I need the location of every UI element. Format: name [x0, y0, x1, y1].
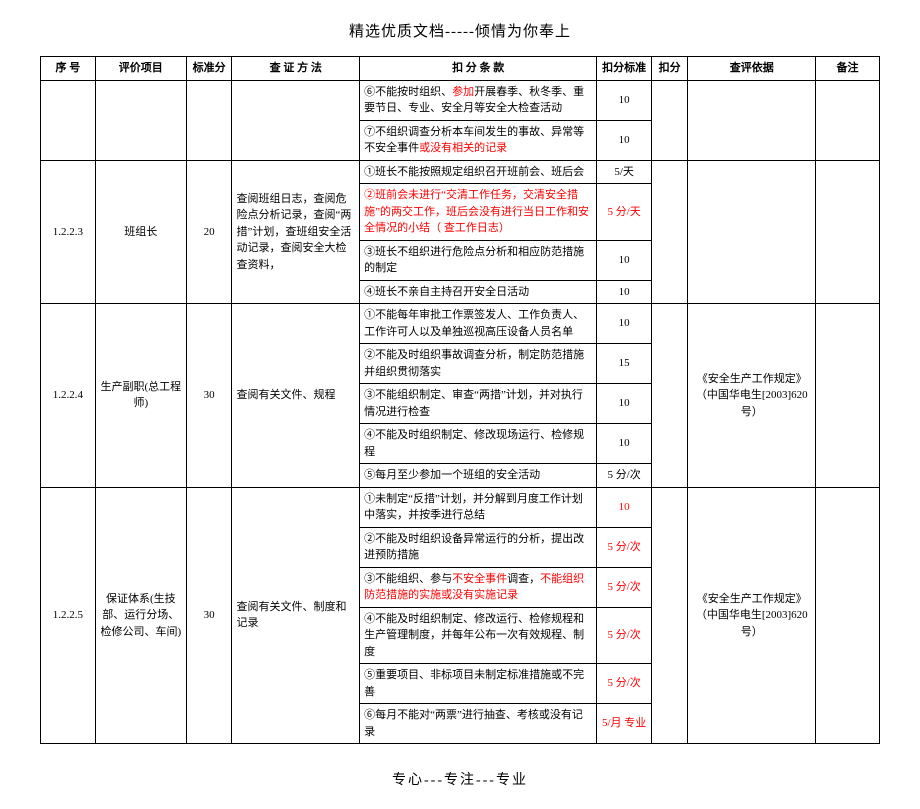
cell-kfstd: 5/天 [597, 160, 652, 184]
table-header-row: 序 号 评价项目 标准分 查 证 方 法 扣 分 条 款 扣分标准 扣分 查评依… [41, 57, 880, 81]
cell-kfstd: 10 [597, 240, 652, 280]
col-method: 查 证 方 法 [232, 57, 360, 81]
cell-method: 查阅有关文件、制度和记录 [232, 487, 360, 744]
cell-clause: ③不能组织制定、审查“两措”计划，并对执行情况进行检查 [360, 384, 597, 424]
cell-kfstd: 10 [597, 80, 652, 120]
evaluation-table: 序 号 评价项目 标准分 查 证 方 法 扣 分 条 款 扣分标准 扣分 查评依… [40, 56, 880, 744]
cell-clause: ②不能及时组织事故调查分析，制定防范措施并组织贯彻落实 [360, 344, 597, 384]
cell-kfstd: 5 分/天 [597, 184, 652, 241]
cell-kfstd: 10 [597, 424, 652, 464]
cell-clause: ⑥每月不能对“两票”进行抽查、考核或没有记录 [360, 704, 597, 744]
cell-clause: ⑦不组织调查分析本车间发生的事故、异常等不安全事件或没有相关的记录 [360, 120, 597, 160]
col-std: 标准分 [186, 57, 232, 81]
cell-basis: 《安全生产工作规定》（中国华电生[2003]620 号） [688, 304, 816, 488]
cell-kfstd: 15 [597, 344, 652, 384]
page-footer: 专心---专注---专业 [40, 769, 880, 789]
cell-std [186, 80, 232, 160]
cell-kfstd: 5 分/次 [597, 664, 652, 704]
cell-std: 30 [186, 304, 232, 488]
cell-clause: ③不能组织、参与不安全事件调查，不能组织防范措施的实施或没有实施记录 [360, 567, 597, 607]
cell-clause: ④班长不亲自主持召开安全日活动 [360, 280, 597, 304]
cell-item [95, 80, 186, 160]
cell-kf [651, 160, 687, 304]
cell-kfstd: 5 分/次 [597, 567, 652, 607]
cell-clause: ②不能及时组织设备异常运行的分析，提出改进预防措施 [360, 527, 597, 567]
cell-clause: ④不能及时组织制定、修改现场运行、检修规程 [360, 424, 597, 464]
cell-method [232, 80, 360, 160]
cell-clause: ⑥不能按时组织、参加开展春季、秋冬季、重要节日、专业、安全月等安全大检查活动 [360, 80, 597, 120]
cell-seq [41, 80, 96, 160]
page-header: 精选优质文档-----倾情为你奉上 [40, 20, 880, 41]
cell-note [816, 304, 880, 488]
cell-kfstd: 10 [597, 304, 652, 344]
col-basis: 查评依据 [688, 57, 816, 81]
cell-basis [688, 80, 816, 160]
cell-seq: 1.2.2.5 [41, 487, 96, 744]
cell-clause: ③班长不组织进行危险点分析和相应防范措施的制定 [360, 240, 597, 280]
cell-kfstd: 5/月 专业 [597, 704, 652, 744]
cell-clause: ②班前会未进行“交清工作任务，交清安全措施”的两交工作，班后会没有进行当日工作和… [360, 184, 597, 241]
cell-seq: 1.2.2.3 [41, 160, 96, 304]
cell-kfstd: 5 分/次 [597, 607, 652, 664]
col-kf: 扣分 [651, 57, 687, 81]
cell-method: 查阅班组日志，查阅危险点分析记录，查阅“两措”计划，查班组安全活动记录，查阅安全… [232, 160, 360, 304]
cell-note [816, 487, 880, 744]
cell-clause: ④不能及时组织制定、修改运行、检修规程和生产管理制度，并每年公布一次有效规程、制… [360, 607, 597, 664]
cell-kf [651, 304, 687, 488]
col-clause: 扣 分 条 款 [360, 57, 597, 81]
cell-seq: 1.2.2.4 [41, 304, 96, 488]
table-row: ⑥不能按时组织、参加开展春季、秋冬季、重要节日、专业、安全月等安全大检查活动10 [41, 80, 880, 120]
col-seq: 序 号 [41, 57, 96, 81]
cell-kfstd: 10 [597, 384, 652, 424]
cell-note [816, 80, 880, 160]
table-row: 1.2.2.5保证体系(生技部、运行分场、检修公司、车间)30查阅有关文件、制度… [41, 487, 880, 527]
cell-method: 查阅有关文件、规程 [232, 304, 360, 488]
cell-clause: ①班长不能按照规定组织召开班前会、班后会 [360, 160, 597, 184]
cell-kf [651, 80, 687, 160]
cell-std: 20 [186, 160, 232, 304]
cell-item: 保证体系(生技部、运行分场、检修公司、车间) [95, 487, 186, 744]
cell-kfstd: 10 [597, 280, 652, 304]
cell-kf [651, 487, 687, 744]
cell-clause: ①未制定“反措”计划，并分解到月度工作计划中落实，并按季进行总结 [360, 487, 597, 527]
cell-kfstd: 10 [597, 120, 652, 160]
col-item: 评价项目 [95, 57, 186, 81]
col-kfstd: 扣分标准 [597, 57, 652, 81]
cell-clause: ⑤重要项目、非标项目未制定标准措施或不完善 [360, 664, 597, 704]
cell-item: 生产副职(总工程师) [95, 304, 186, 488]
cell-kfstd: 10 [597, 487, 652, 527]
col-note: 备注 [816, 57, 880, 81]
cell-clause: ⑤每月至少参加一个班组的安全活动 [360, 464, 597, 488]
cell-item: 班组长 [95, 160, 186, 304]
cell-note [816, 160, 880, 304]
cell-std: 30 [186, 487, 232, 744]
cell-clause: ①不能每年审批工作票签发人、工作负责人、工作许可人以及单独巡视高压设备人员名单 [360, 304, 597, 344]
table-row: 1.2.2.3班组长20查阅班组日志，查阅危险点分析记录，查阅“两措”计划，查班… [41, 160, 880, 184]
table-row: 1.2.2.4生产副职(总工程师)30查阅有关文件、规程①不能每年审批工作票签发… [41, 304, 880, 344]
cell-basis [688, 160, 816, 304]
cell-kfstd: 5 分/次 [597, 527, 652, 567]
cell-basis: 《安全生产工作规定》（中国华电生[2003]620 号） [688, 487, 816, 744]
cell-kfstd: 5 分/次 [597, 464, 652, 488]
